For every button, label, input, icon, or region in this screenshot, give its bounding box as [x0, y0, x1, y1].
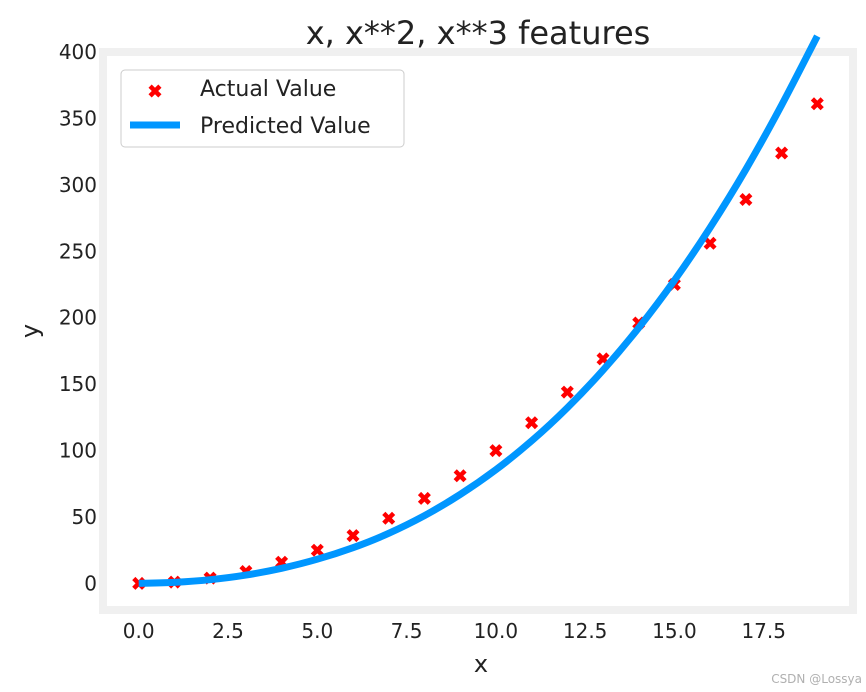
data-point-actual: [560, 385, 574, 399]
y-tick-label: 300: [59, 173, 97, 197]
legend-actual-marker: [148, 84, 162, 98]
y-tick-label: 400: [59, 40, 97, 64]
x-tick-label: 0.0: [123, 619, 155, 643]
y-axis-label: y: [16, 324, 44, 338]
x-tick-label: 7.5: [391, 619, 423, 643]
data-point-actual: [489, 444, 503, 458]
data-point-actual: [810, 97, 824, 111]
y-axis-ticks: 0 50 100 150 200 250 300 350 400: [59, 40, 97, 595]
data-point-actual: [346, 529, 360, 543]
data-point-actual: [310, 543, 324, 557]
x-tick-label: 5.0: [301, 619, 333, 643]
y-tick-label: 50: [72, 505, 97, 529]
x-tick-label: 10.0: [474, 619, 519, 643]
data-point-actual: [382, 511, 396, 525]
data-point-actual: [775, 146, 789, 160]
x-axis-ticks: 0.0 2.5 5.0 7.5 10.0 12.5 15.0 17.5: [123, 619, 786, 643]
legend-actual-label: Actual Value: [200, 77, 336, 102]
x-tick-label: 12.5: [563, 619, 608, 643]
data-point-actual: [417, 491, 431, 505]
legend: Actual Value Predicted Value: [120, 69, 405, 148]
x-tick-label: 2.5: [212, 619, 244, 643]
x-tick-label: 15.0: [652, 619, 697, 643]
y-tick-label: 250: [59, 239, 97, 263]
data-point-actual: [453, 469, 467, 483]
legend-actual-x-marker: [148, 84, 162, 98]
x-axis-label: x: [474, 650, 488, 678]
y-tick-label: 200: [59, 306, 97, 330]
chart-title: x, x**2, x**3 features: [306, 14, 651, 52]
x-tick-label: 17.5: [741, 619, 786, 643]
data-point-actual: [525, 416, 539, 430]
watermark: CSDN @Lossya: [771, 672, 862, 686]
y-tick-label: 350: [59, 106, 97, 130]
legend-predicted-label: Predicted Value: [200, 114, 371, 139]
y-tick-label: 150: [59, 372, 97, 396]
y-tick-label: 100: [59, 439, 97, 463]
series-layer: [132, 34, 824, 590]
predicted-value-line: [138, 34, 821, 587]
data-point-actual: [739, 193, 753, 206]
legend-box: [120, 69, 405, 148]
data-point-actual: [703, 236, 717, 250]
y-tick-label: 0: [84, 571, 97, 595]
